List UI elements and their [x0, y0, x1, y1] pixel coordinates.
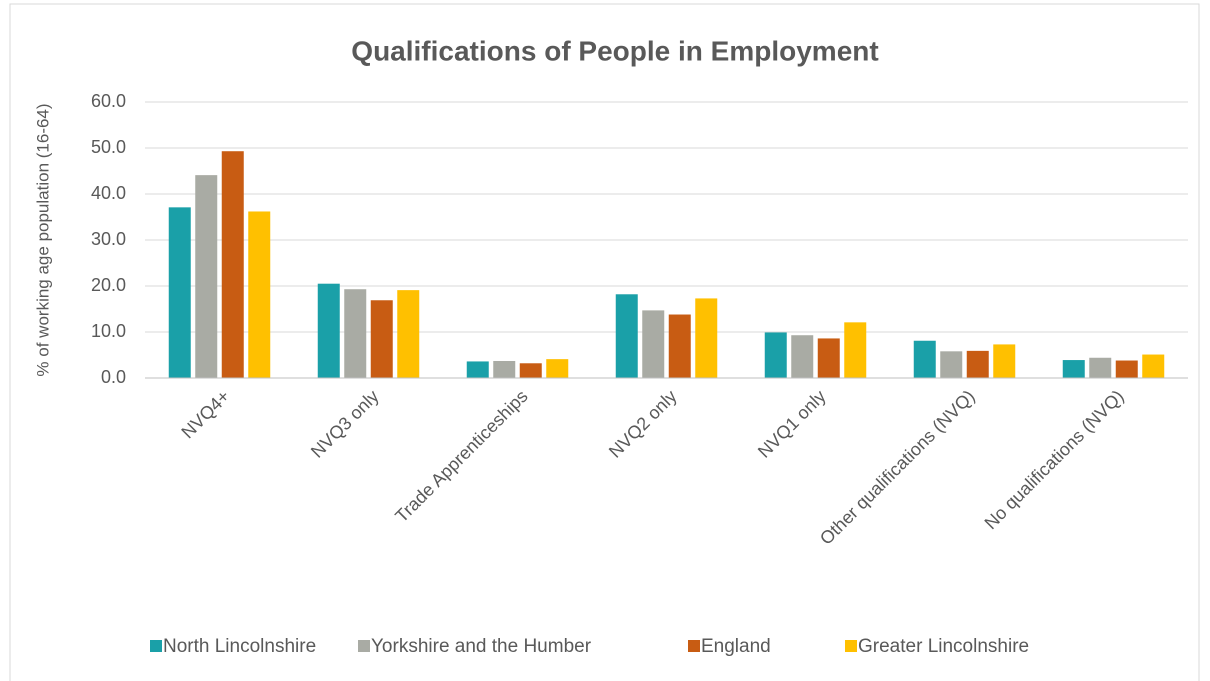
bar [317, 283, 340, 378]
y-tick-label: 0.0 [101, 367, 126, 387]
bar [195, 175, 218, 378]
bar [248, 211, 271, 378]
y-axis-label: % of working age population (16-64) [33, 103, 52, 376]
bar [764, 332, 787, 378]
bar [1089, 357, 1112, 378]
bar [546, 359, 569, 378]
bar [1142, 354, 1165, 378]
chart-title: Qualifications of People in Employment [351, 35, 878, 66]
legend-label: Greater Lincolnshire [858, 636, 1029, 657]
bar [1115, 360, 1138, 378]
bar [966, 350, 989, 378]
bar [913, 340, 936, 378]
bar [668, 314, 691, 378]
legend-swatch [688, 640, 700, 652]
y-tick-label: 30.0 [91, 229, 126, 249]
legend-label: England [701, 636, 771, 657]
bar [221, 151, 244, 378]
bar [615, 294, 638, 378]
bar [940, 351, 963, 378]
bar [1062, 360, 1085, 378]
bar [519, 363, 542, 378]
y-tick-label: 40.0 [91, 183, 126, 203]
y-tick-label: 20.0 [91, 275, 126, 295]
bar [344, 289, 367, 378]
bar [993, 344, 1016, 378]
y-tick-label: 60.0 [91, 91, 126, 111]
legend-swatch [358, 640, 370, 652]
legend-swatch [845, 640, 857, 652]
bar [817, 338, 840, 378]
bar [168, 207, 191, 378]
bar [695, 298, 718, 378]
bar [642, 310, 665, 378]
legend-swatch [150, 640, 162, 652]
bar [493, 360, 516, 378]
legend-label: Yorkshire and the Humber [371, 636, 592, 657]
bar [466, 361, 489, 378]
y-tick-label: 10.0 [91, 321, 126, 341]
bar [370, 300, 393, 378]
bar [791, 335, 814, 378]
legend-label: North Lincolnshire [163, 636, 316, 657]
bar [397, 290, 420, 378]
y-tick-label: 50.0 [91, 137, 126, 157]
bar [844, 322, 867, 378]
